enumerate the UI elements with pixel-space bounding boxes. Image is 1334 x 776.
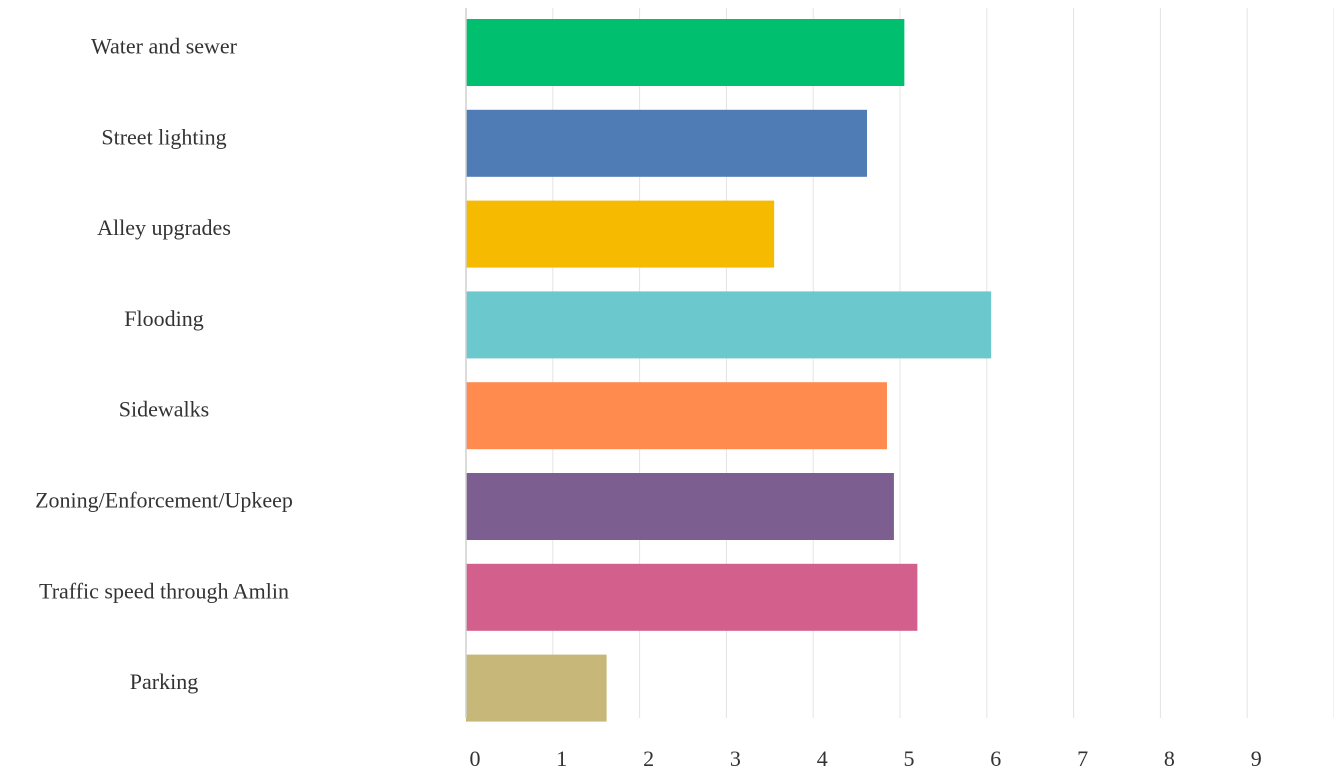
category-label: Parking [130, 669, 198, 694]
bar-sidewalks [466, 382, 887, 450]
x-tick-label: 4 [817, 746, 828, 771]
x-tick-label: 2 [643, 746, 654, 771]
x-tick-label: 0 [470, 746, 481, 771]
bar-flooding [466, 291, 992, 359]
x-tick-label: 8 [1164, 746, 1175, 771]
bar-parking [466, 654, 607, 722]
category-label: Street lighting [101, 124, 226, 149]
x-tick-labels: 0 1 2 3 4 5 6 7 8 9 10 [470, 746, 1334, 771]
x-tick-label: 7 [1077, 746, 1088, 771]
x-tick-label: 6 [990, 746, 1001, 771]
bar-traffic-speed-through-amlin [466, 563, 918, 631]
category-label: Sidewalks [119, 397, 209, 422]
category-label: Flooding [124, 306, 203, 331]
bars [466, 19, 992, 722]
x-tick-label: 10 [1332, 746, 1334, 771]
bar-alley-upgrades [466, 200, 775, 268]
bar-zoning-enforcement-upkeep [466, 473, 894, 540]
category-label: Traffic speed through Amlin [39, 578, 289, 603]
x-tick-label: 1 [556, 746, 567, 771]
x-tick-label: 3 [730, 746, 741, 771]
category-label: Zoning/Enforcement/Upkeep [35, 488, 293, 513]
x-tick-label: 9 [1251, 746, 1262, 771]
category-label: Water and sewer [91, 34, 238, 59]
category-labels: Water and sewer Street lighting Alley upgr… [35, 34, 293, 695]
bar-water-and-sewer [466, 19, 905, 86]
category-label: Alley upgrades [97, 215, 231, 240]
x-tick-label: 5 [904, 746, 915, 771]
bar-street-lighting [466, 109, 868, 177]
